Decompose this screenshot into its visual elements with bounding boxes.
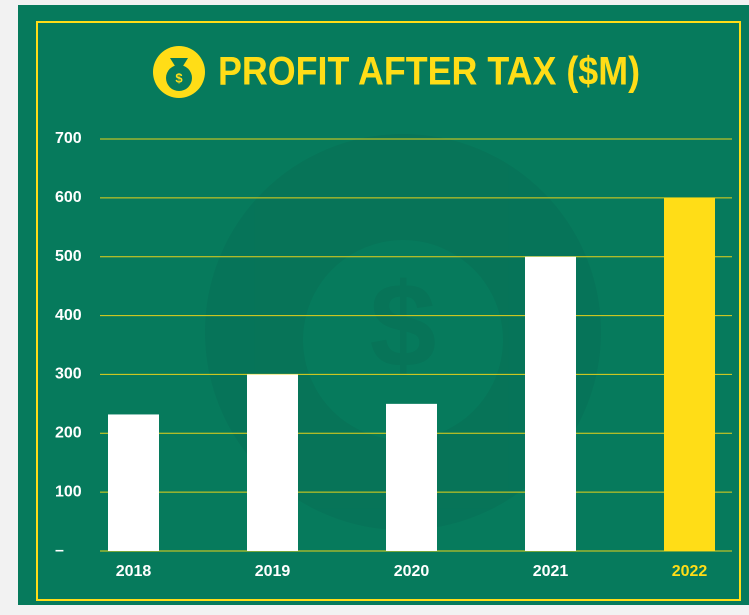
y-tick-label: 300: [55, 366, 82, 383]
panel-border: [36, 21, 741, 601]
y-tick-label: 400: [55, 307, 82, 324]
y-tick-label: 200: [55, 425, 82, 442]
bar: [386, 403, 437, 551]
x-tick-label: 2021: [533, 563, 569, 580]
x-tick-label: 2019: [255, 563, 291, 580]
svg-text:$: $: [370, 259, 437, 393]
watermark: $: [205, 134, 601, 530]
y-tick-label: 600: [55, 189, 82, 206]
y-tick-label: 500: [55, 248, 82, 265]
title-icon: $: [153, 46, 205, 98]
bar: [525, 256, 576, 551]
x-tick-label: 2022: [672, 563, 708, 580]
bar: [108, 414, 159, 551]
y-tick-label: 700: [55, 130, 82, 147]
x-tick-label: 2018: [116, 563, 152, 580]
bar: [247, 374, 298, 551]
x-tick-label: 2020: [394, 563, 430, 580]
chart-title: PROFIT AFTER TAX ($M): [218, 50, 640, 94]
bar: [664, 197, 715, 551]
y-tick-label: 100: [55, 483, 82, 500]
y-tick-label: –: [55, 542, 64, 559]
svg-text:$: $: [175, 70, 183, 85]
